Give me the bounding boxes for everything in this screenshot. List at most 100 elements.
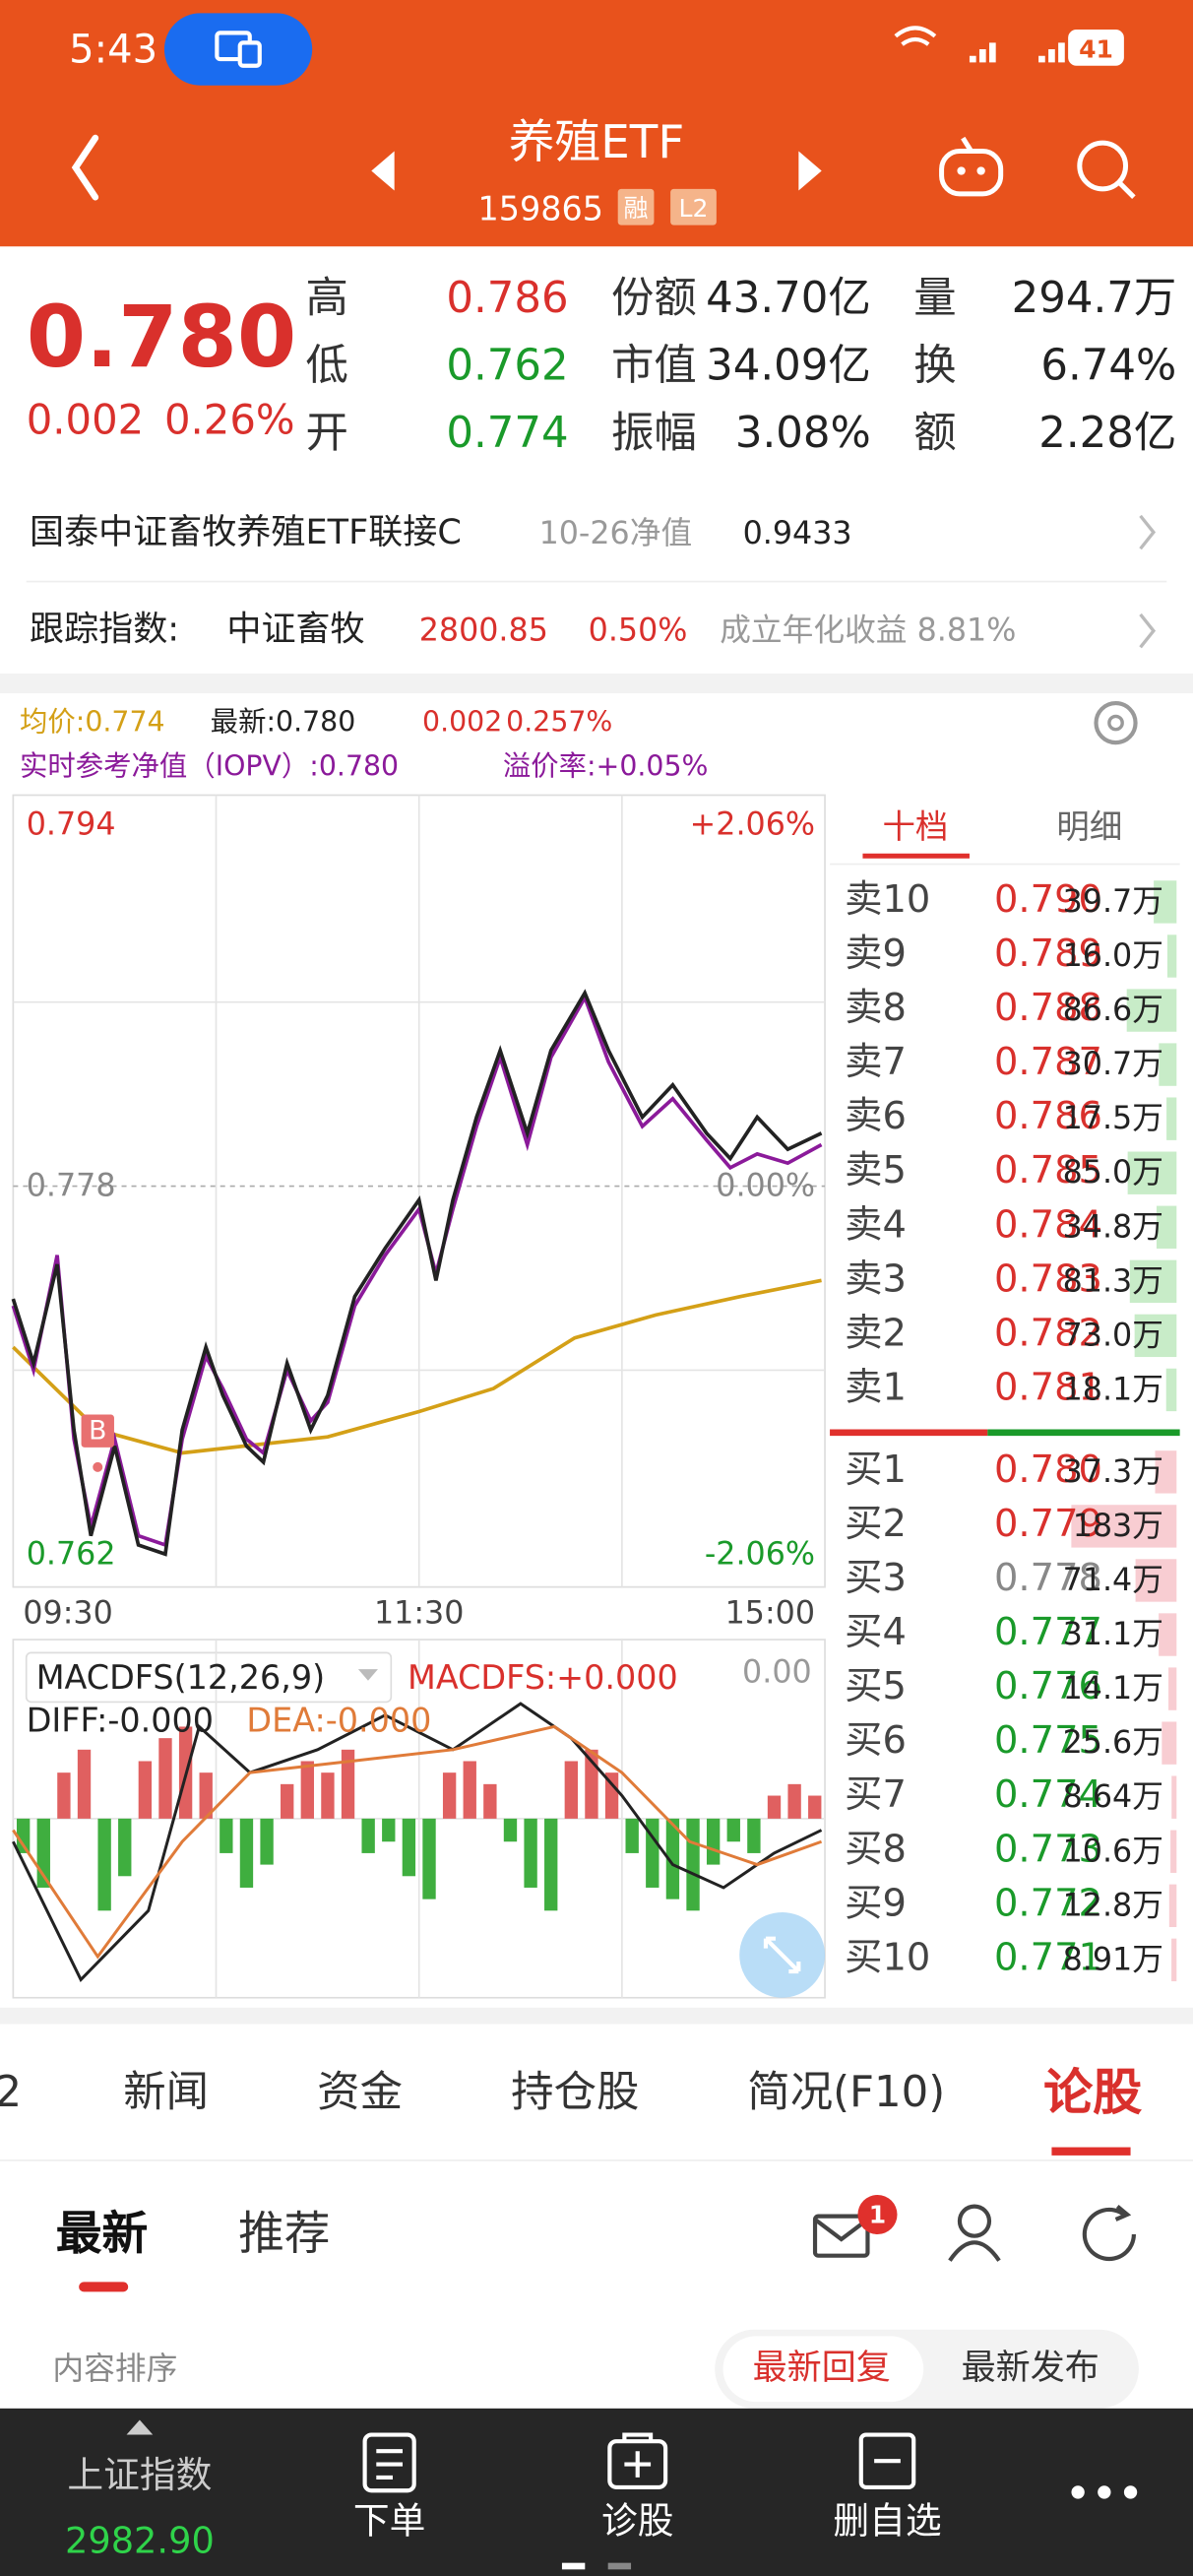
diagnose-icon[interactable] bbox=[607, 2432, 668, 2489]
tab[interactable]: 持仓股 bbox=[511, 2069, 640, 2119]
macd-bar bbox=[321, 1772, 335, 1819]
tab[interactable]: 资金 bbox=[317, 2069, 404, 2119]
nav-date: 10-26净值 bbox=[538, 515, 693, 551]
order-icon[interactable] bbox=[362, 2432, 416, 2493]
iopv: 实时参考净值（IOPV）:0.780 bbox=[20, 750, 400, 784]
stat-label: 额 bbox=[913, 410, 957, 460]
badge bbox=[857, 2194, 898, 2234]
level-label: 卖3 bbox=[845, 1258, 907, 1302]
profile-icon[interactable] bbox=[948, 2204, 1001, 2262]
index-change: 0.50% bbox=[588, 612, 688, 649]
stat-value: 0.774 bbox=[446, 410, 569, 460]
page-indicator bbox=[607, 2562, 632, 2570]
level-price: 0.777 bbox=[993, 1611, 1102, 1655]
sort-active[interactable] bbox=[722, 2336, 924, 2403]
settings-icon[interactable] bbox=[1094, 700, 1138, 745]
sort-option[interactable]: 最新发布 bbox=[961, 2348, 1099, 2388]
volume-bar bbox=[1170, 1830, 1177, 1873]
level-volume: 14.1万 bbox=[1062, 1670, 1163, 1707]
stat-value: 43.70亿 bbox=[706, 275, 871, 325]
level-volume: 18.1万 bbox=[1062, 1371, 1163, 1408]
change: 0.002 bbox=[422, 706, 503, 740]
level-label: 买6 bbox=[845, 1720, 907, 1764]
volume-bar bbox=[1071, 1505, 1177, 1548]
fund-name[interactable]: 国泰中证畜牧养殖ETF联接C bbox=[30, 513, 462, 553]
tab[interactable]: 十档 bbox=[882, 806, 949, 847]
level-label: 卖9 bbox=[845, 933, 907, 977]
tab[interactable]: 简况(F10) bbox=[747, 2069, 946, 2119]
tab[interactable]: 2 bbox=[0, 2069, 22, 2120]
macd-line bbox=[12, 1702, 823, 1982]
sort-option[interactable]: 最新回复 bbox=[752, 2348, 891, 2388]
level-label: 卖5 bbox=[845, 1150, 907, 1193]
remove-icon[interactable] bbox=[858, 2432, 916, 2489]
feed-tab[interactable]: 推荐 bbox=[238, 2206, 331, 2261]
index-name[interactable]: 上证指数 bbox=[67, 2455, 213, 2497]
volume-bar bbox=[1165, 1368, 1177, 1412]
volume-bar bbox=[1168, 1667, 1177, 1710]
volume-bar bbox=[1171, 1938, 1177, 1982]
stat-label: 市值 bbox=[611, 342, 697, 392]
avg-price: 均价:0.774 bbox=[20, 706, 165, 740]
macd-selector[interactable] bbox=[25, 1651, 393, 1704]
next-button[interactable] bbox=[798, 151, 822, 191]
tab[interactable]: 论股 bbox=[1043, 2065, 1143, 2123]
pct-label: +2.06% bbox=[689, 805, 816, 843]
more-button[interactable] bbox=[1071, 2485, 1138, 2499]
clock: 5:43 bbox=[69, 26, 158, 72]
search-circle bbox=[1077, 140, 1129, 192]
level-price: 0.785 bbox=[993, 1150, 1102, 1193]
macd-bar bbox=[281, 1783, 294, 1819]
feed-tab[interactable]: 最新 bbox=[55, 2206, 149, 2261]
nav-item[interactable]: 下单 bbox=[352, 2501, 426, 2544]
head bbox=[957, 2204, 992, 2238]
level-label: 买9 bbox=[845, 1883, 907, 1926]
badge: L2 bbox=[678, 193, 709, 224]
page-indicator bbox=[561, 2562, 586, 2570]
mail-icon[interactable] bbox=[812, 2214, 870, 2258]
level-label: 买8 bbox=[845, 1829, 907, 1872]
macd-bar bbox=[16, 1818, 31, 1853]
level-volume: 31.1万 bbox=[1062, 1615, 1163, 1652]
tab[interactable]: 新闻 bbox=[123, 2069, 210, 2119]
y-tick-label: 0.762 bbox=[26, 1535, 116, 1572]
refresh-icon[interactable] bbox=[1082, 2205, 1136, 2262]
level-price: 0.788 bbox=[993, 988, 1102, 1031]
volume-bar bbox=[1159, 1043, 1177, 1086]
level-label: 卖1 bbox=[845, 1367, 907, 1410]
macd-bar bbox=[524, 1818, 537, 1888]
stat-value: 6.74% bbox=[1040, 342, 1177, 392]
expand-arrow[interactable] bbox=[126, 2419, 154, 2435]
stat-value: 294.7万 bbox=[1011, 275, 1177, 325]
macd-value: MACDFS:+0.000 bbox=[408, 1657, 678, 1698]
stat-label: 低 bbox=[305, 342, 348, 392]
badge-bg bbox=[670, 188, 717, 225]
prev-button[interactable] bbox=[371, 151, 395, 191]
nav-item[interactable]: 删自选 bbox=[833, 2501, 942, 2544]
macd-bar bbox=[564, 1761, 579, 1819]
robot-antenna bbox=[961, 136, 973, 153]
volume-bar bbox=[1166, 1097, 1177, 1140]
back-button[interactable] bbox=[71, 134, 99, 201]
robot-icon[interactable] bbox=[939, 136, 1004, 197]
level-price: 0.784 bbox=[993, 1204, 1102, 1248]
top-label: 0.00 bbox=[742, 1653, 812, 1691]
nav-item[interactable]: 诊股 bbox=[600, 2501, 674, 2544]
macd-bar bbox=[199, 1772, 213, 1819]
indicator-name[interactable]: MACDFS(12,26,9) bbox=[35, 1657, 326, 1698]
macd-bar bbox=[767, 1795, 782, 1819]
box bbox=[858, 2432, 916, 2489]
level-volume: 37.3万 bbox=[1062, 1452, 1163, 1490]
signal-icon bbox=[969, 42, 1065, 63]
macd-bar bbox=[300, 1761, 314, 1819]
macd-bar bbox=[503, 1818, 518, 1842]
macd-bar bbox=[483, 1783, 497, 1819]
volume-bar bbox=[1155, 1450, 1177, 1494]
macd-bar bbox=[138, 1761, 153, 1819]
level-price: 0.776 bbox=[993, 1666, 1102, 1709]
dot bbox=[1098, 2485, 1111, 2499]
search-icon[interactable] bbox=[1077, 140, 1136, 199]
level-volume: 10.6万 bbox=[1062, 1833, 1163, 1869]
tab[interactable]: 明细 bbox=[1056, 806, 1123, 847]
pct-label: 0.00% bbox=[716, 1167, 816, 1204]
